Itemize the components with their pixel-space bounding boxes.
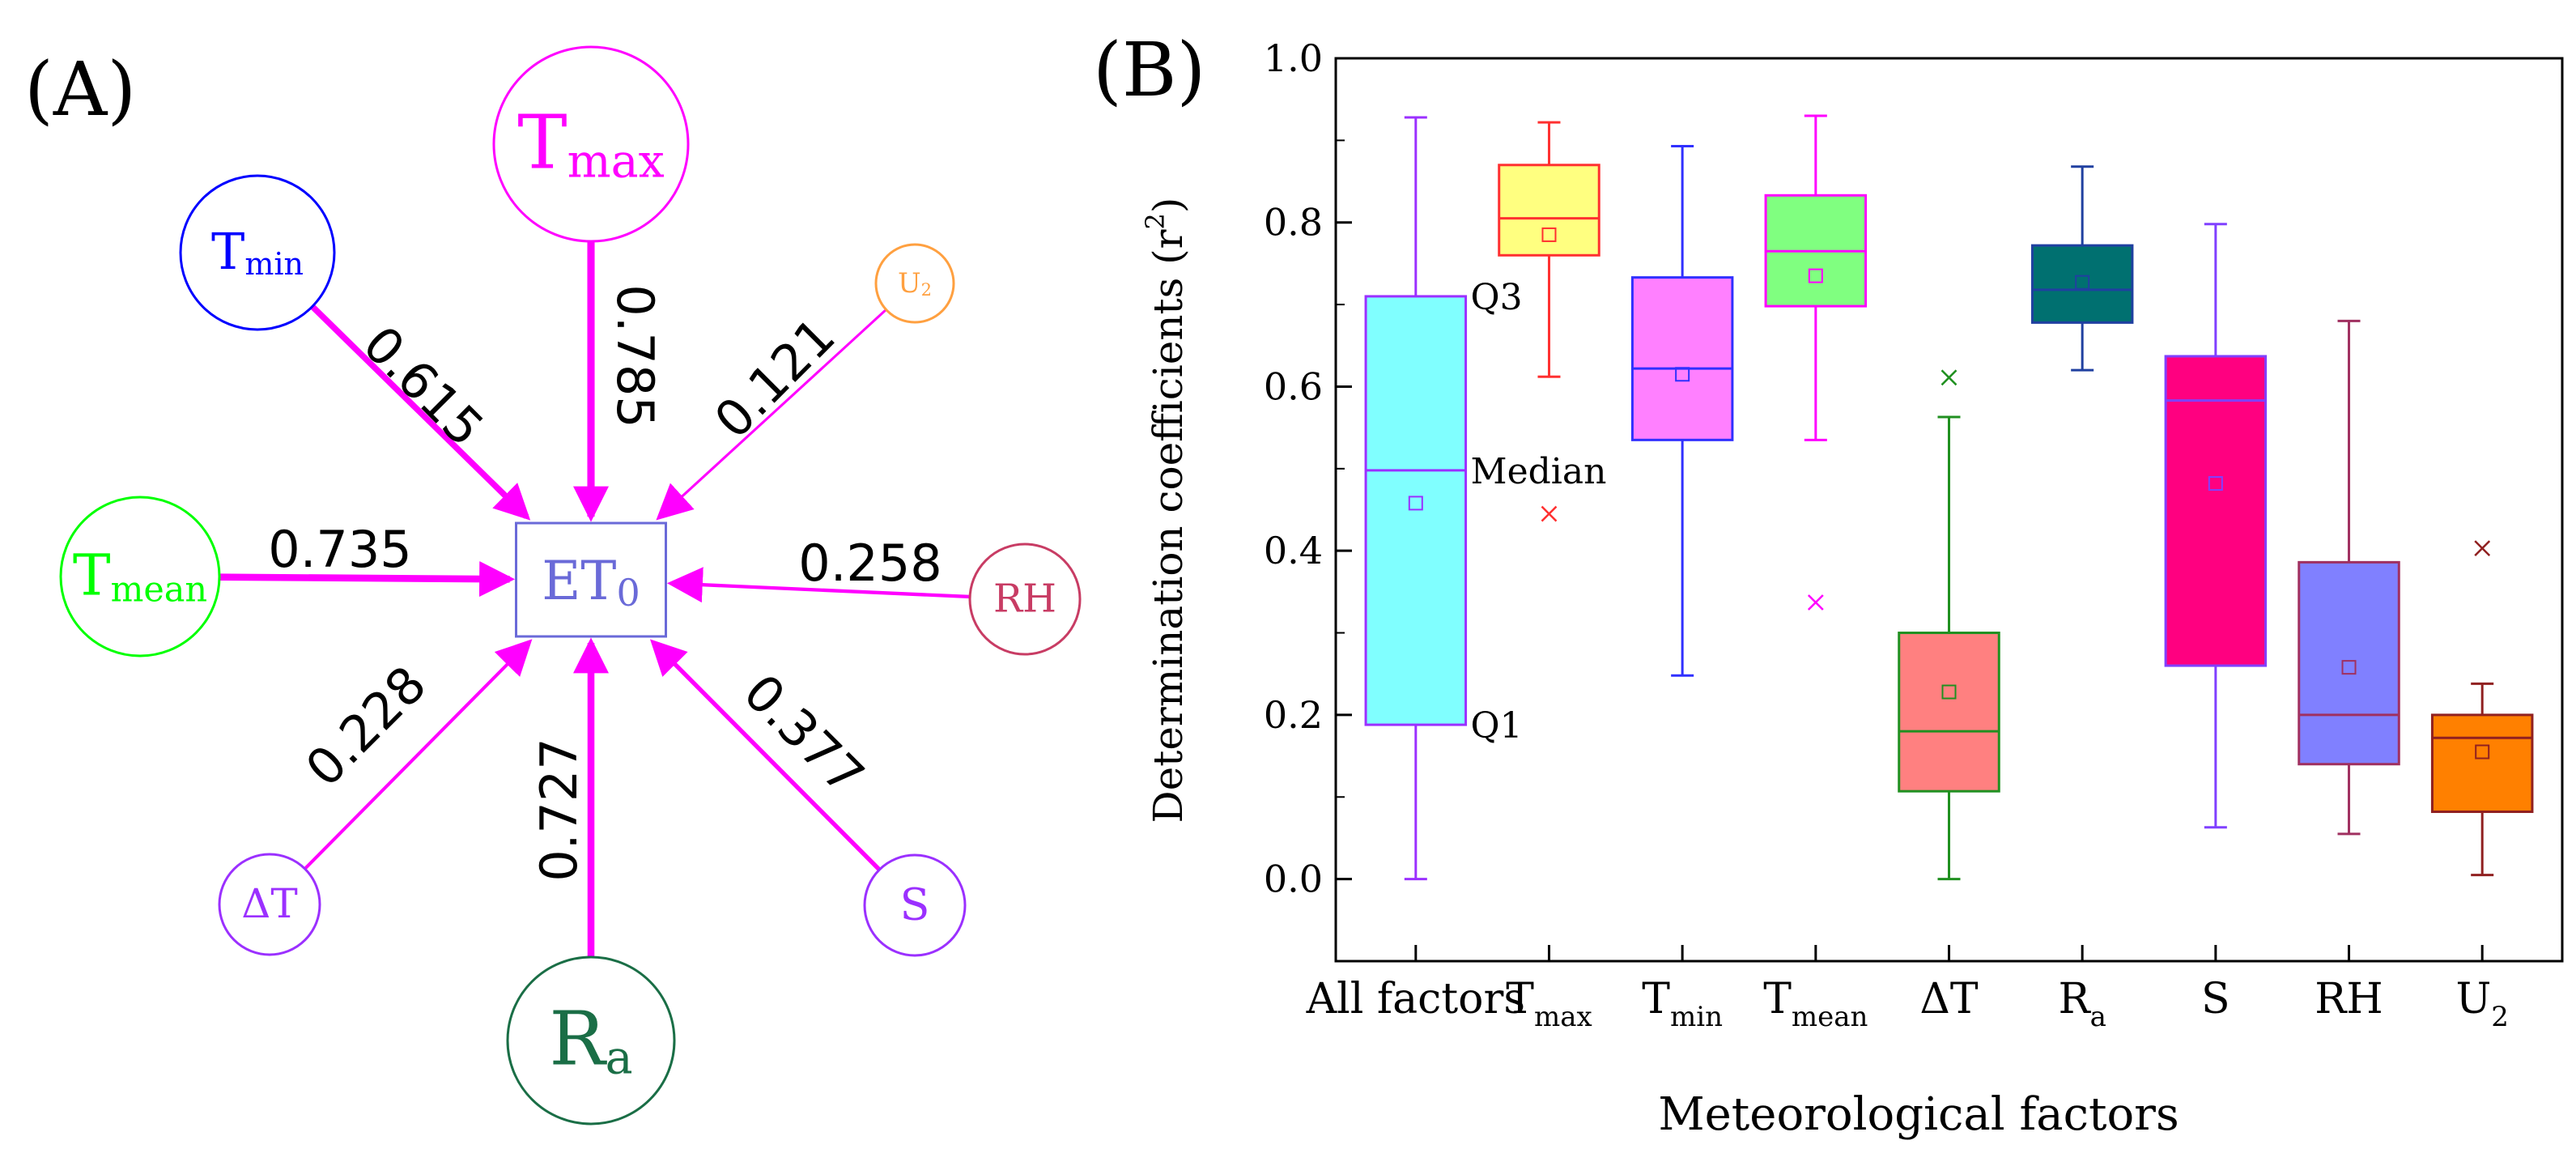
node-u2 [874, 243, 955, 324]
box-4 [1898, 632, 2000, 793]
y-tick-label: 0.6 [1264, 364, 1323, 408]
panel-a-label: (A) [24, 46, 136, 133]
box-7 [2298, 560, 2400, 766]
arrow-rh [666, 567, 971, 603]
mean-marker [2341, 660, 2357, 675]
arrow-value-tmin: 0.615 [352, 314, 495, 457]
box-6 [2164, 355, 2268, 667]
outlier-stroke [1541, 505, 1558, 522]
arrow-value-tmean: 0.735 [268, 520, 412, 579]
x-tick-label: Ra [2058, 975, 2106, 1033]
y-tick-label: 0.2 [1264, 693, 1323, 737]
box-0 [1364, 295, 1468, 726]
node-label-ra: Ra [549, 995, 632, 1084]
box-8 [2430, 713, 2534, 814]
node-label-tmean: Tmean [73, 542, 207, 610]
x-tick-label: Tmean [1763, 975, 1868, 1033]
arrow-value-tmax: 0.785 [606, 284, 665, 428]
x-tick-label: RH [2315, 975, 2383, 1023]
y-tick-label: 1.0 [1264, 36, 1323, 80]
x-tick-label: S [2201, 975, 2230, 1023]
arrow-value-dt: 0.228 [294, 654, 437, 798]
x-tick-label: ΔT [1919, 975, 1979, 1023]
outlier-stroke [1807, 594, 1824, 611]
mean-marker [1675, 367, 1690, 382]
y-tick-label: 0.4 [1264, 529, 1323, 572]
node-s [863, 853, 967, 957]
arrow-value-s: 0.377 [733, 662, 876, 806]
outlier-point [1941, 369, 1958, 386]
node-label-u2: U2 [898, 267, 932, 300]
node-ra [506, 955, 676, 1126]
x-tick-label: U2 [2455, 975, 2508, 1033]
node-rh [968, 543, 1082, 656]
outlier-stroke [1941, 369, 1958, 386]
arrow-u2 [656, 309, 887, 521]
box-5 [2030, 244, 2134, 324]
arrow-tmin [310, 304, 531, 521]
y-axis-label: Determination coefficients (r2) [1140, 198, 1192, 823]
et0-box [515, 521, 667, 638]
node-label-tmin: Tmin [211, 222, 304, 282]
node-tmin [179, 174, 336, 331]
x-axis-label: Meteorological factors [1658, 1088, 2179, 1141]
mean-marker [2075, 274, 2090, 290]
outlier-point [1807, 594, 1824, 611]
node-label-tmax: Tmax [517, 99, 665, 188]
arrow-value-ra: 0.727 [529, 738, 589, 882]
box-annotations: Q3 Median Q1 [1471, 277, 1607, 747]
node-tmean [59, 496, 221, 657]
et0-label: ET0 [542, 550, 640, 615]
y-tick-label: 0.8 [1264, 201, 1323, 245]
outlier-point [2474, 540, 2491, 557]
node-label-rh: RH [993, 576, 1056, 621]
outlier-point [1541, 505, 1558, 522]
arrow-dt [304, 639, 533, 870]
arrow-tmean [219, 561, 516, 598]
annotation-q3: Q3 [1471, 277, 1523, 318]
mean-marker [2208, 476, 2223, 492]
arrow-value-u2: 0.121 [703, 306, 846, 449]
box-series [1364, 114, 2534, 881]
mean-marker [1941, 684, 1957, 700]
box-2 [1630, 276, 1734, 441]
node-dt [218, 853, 321, 956]
mean-marker [1541, 227, 1557, 242]
x-tick-label: Tmin [1642, 975, 1723, 1033]
annotation-q1: Q1 [1471, 705, 1523, 747]
outlier-stroke [2474, 540, 2491, 557]
panel-a-network: 0.785 0.615 0.121 0.735 0.258 0.228 0.727 0.377… [59, 45, 1082, 1126]
x-tick-label: Tmax [1506, 975, 1592, 1033]
mean-marker [1808, 268, 1823, 283]
y-tick-label: 0.0 [1264, 857, 1323, 901]
mean-marker [2475, 744, 2490, 760]
x-tick-label: All factors [1306, 975, 1525, 1023]
arrow-value-rh: 0.258 [798, 534, 942, 593]
arrow-s [649, 639, 882, 871]
panel-b-label: (B) [1093, 27, 1205, 113]
node-label-s: S [900, 879, 930, 930]
node-label-dt: ΔT [241, 880, 297, 927]
node-tmax [492, 45, 690, 243]
box-1 [1498, 164, 1600, 257]
mean-marker [1408, 496, 1423, 511]
annotation-median: Median [1471, 451, 1607, 492]
y-axis: 0.0 0.2 0.4 0.6 0.8 1.0 [1264, 36, 1352, 962]
